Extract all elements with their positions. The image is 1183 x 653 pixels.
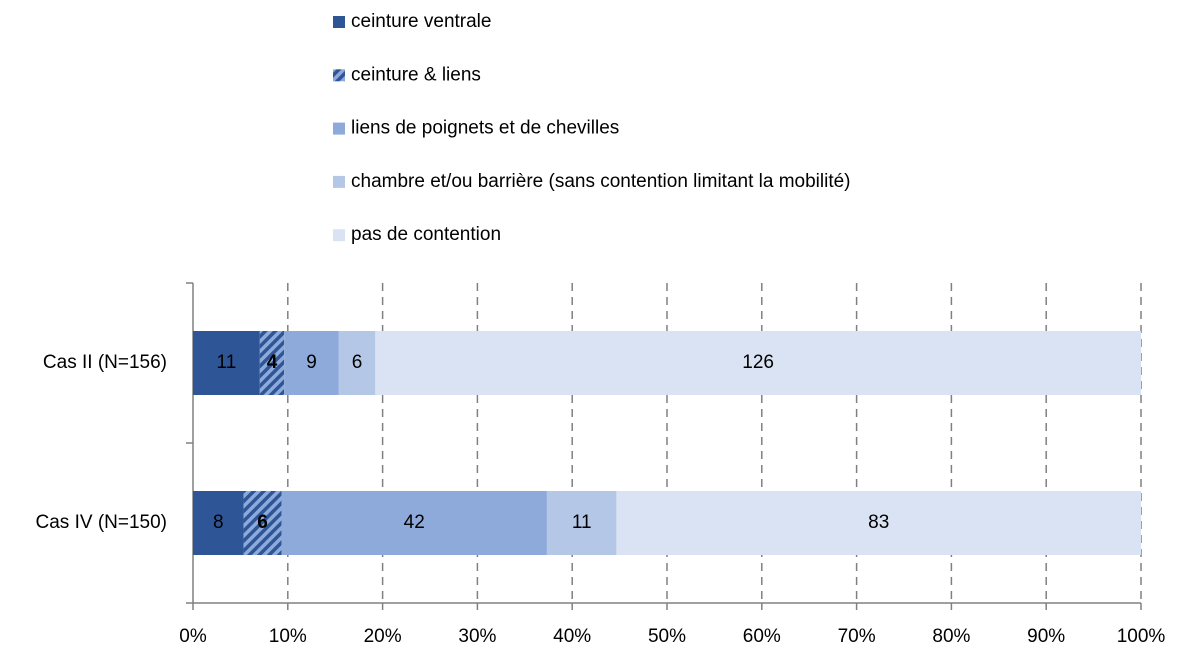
x-tick-label: 30%: [458, 626, 496, 647]
data-label: 4: [267, 352, 278, 373]
bar-segment: [193, 331, 260, 395]
data-label: 11: [572, 512, 592, 533]
y-tick-label: Cas IV (N=150): [36, 512, 167, 533]
x-tick-label: 80%: [932, 626, 970, 647]
bar-segment: [546, 491, 617, 555]
data-label: 11: [217, 352, 237, 373]
legend-label: pas de contention: [351, 224, 501, 245]
bar-segment: [284, 331, 339, 395]
data-label: 9: [306, 352, 317, 373]
legend-label: ceinture ventrale: [351, 11, 491, 32]
bar-segment: [193, 491, 244, 555]
bar-segment: [259, 331, 285, 395]
data-label: 42: [404, 512, 425, 533]
x-tick-label: 90%: [1027, 626, 1065, 647]
x-tick-label: 50%: [648, 626, 686, 647]
legend-swatch: [333, 229, 345, 242]
legend-swatch: [333, 69, 345, 82]
legend-swatch: [333, 16, 345, 28]
legend-label: chambre et/ou barrière (sans contention …: [351, 171, 851, 192]
x-tick-label: 10%: [269, 626, 307, 647]
bar-segment: [338, 331, 376, 395]
legend-swatch: [333, 175, 345, 188]
x-tick-label: 0%: [179, 626, 207, 647]
bar-segment: [281, 491, 547, 555]
bar-segment: [243, 491, 282, 555]
data-label: 126: [742, 352, 774, 373]
bar-segment: [616, 491, 1141, 555]
legend-swatch: [333, 122, 345, 135]
legend-label: ceinture & liens: [351, 64, 481, 85]
x-tick-label: 20%: [364, 626, 402, 647]
x-tick-label: 100%: [1117, 626, 1166, 647]
data-label: 8: [213, 512, 224, 533]
data-label: 6: [352, 352, 363, 373]
data-label: 6: [257, 512, 268, 533]
legend-label: liens de poignets et de chevilles: [351, 118, 619, 139]
x-tick-label: 40%: [553, 626, 591, 647]
data-label: 83: [868, 512, 889, 533]
bar-segment: [375, 331, 1141, 395]
x-tick-label: 60%: [743, 626, 781, 647]
y-tick-label: Cas II (N=156): [43, 352, 167, 373]
x-tick-label: 70%: [838, 626, 876, 647]
